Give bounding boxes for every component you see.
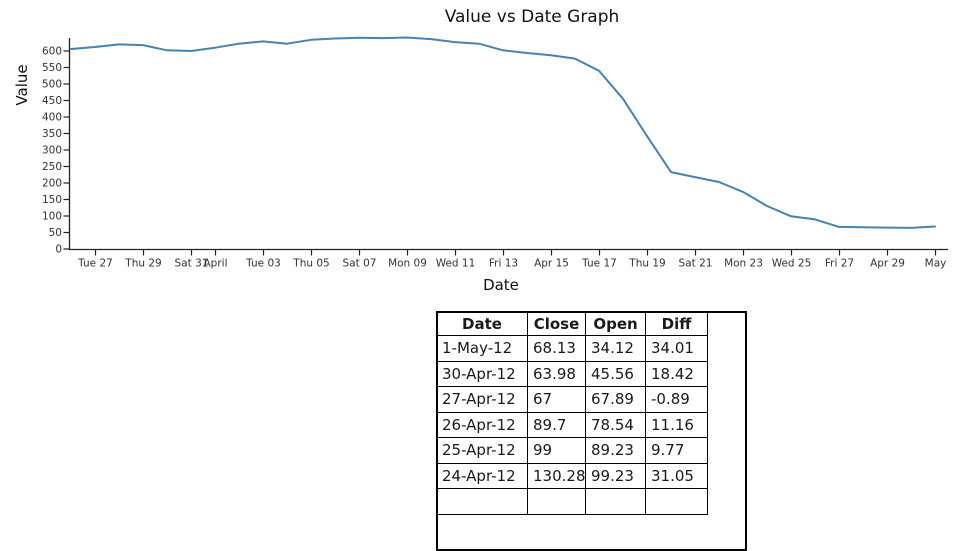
x-tick-label: Sat 07 <box>343 258 377 270</box>
table-cell: 89.23 <box>585 437 646 464</box>
table-row: 25-Apr-12 99 89.23 9.77 <box>436 437 708 464</box>
y-tick-label: 50 <box>49 227 62 239</box>
table-cell: -0.89 <box>645 386 708 413</box>
x-tick-label: Fri 27 <box>825 258 854 270</box>
table-cell: 99.23 <box>585 462 646 489</box>
y-tick-label: 0 <box>55 244 62 256</box>
table-cell: 11.16 <box>645 411 708 438</box>
table-cell <box>585 488 646 515</box>
x-tick-label: Apr 15 <box>534 258 569 270</box>
x-tick-label: Thu 19 <box>628 258 665 270</box>
table-cell: 99 <box>527 437 586 464</box>
x-tick-label: Wed 11 <box>436 258 476 270</box>
column-header: Close <box>527 311 586 336</box>
table-row: 27-Apr-12 67 67.89 -0.89 <box>436 386 708 413</box>
y-tick-label: 250 <box>42 161 62 173</box>
table-body: 1-May-12 68.13 34.12 34.01 30-Apr-12 63.98 45.… <box>436 335 708 515</box>
table-cell: 34.12 <box>585 335 646 362</box>
x-tick-label: Apr 29 <box>870 258 905 270</box>
table-cell: 67 <box>527 386 586 413</box>
table-header: Date Close Open Diff <box>436 311 708 336</box>
column-header: Diff <box>645 311 708 336</box>
table-cell: 30-Apr-12 <box>436 360 528 387</box>
table-row-clipped <box>436 488 708 515</box>
x-tick-label: Mon 09 <box>388 258 427 270</box>
table-cell: 27-Apr-12 <box>436 386 528 413</box>
table-cell: 24-Apr-12 <box>436 462 528 489</box>
x-tick-label: Fri 13 <box>489 258 518 270</box>
x-tick-label: Tue 27 <box>77 258 113 270</box>
table-cell: 9.77 <box>645 437 708 464</box>
axis-lines <box>68 38 948 251</box>
data-table: Date Close Open Diff 1-May-12 68.13 34.12 34.0… <box>436 311 708 515</box>
table-row: 1-May-12 68.13 34.12 34.01 <box>436 335 708 362</box>
table-row: 30-Apr-12 63.98 45.56 18.42 <box>436 360 708 387</box>
table-cell: 89.7 <box>527 411 586 438</box>
table-row: 26-Apr-12 89.7 78.54 11.16 <box>436 411 708 438</box>
table-row: 24-Apr-12 130.28 99.23 31.05 <box>436 462 708 489</box>
y-tick-label: 350 <box>42 128 62 140</box>
y-tick-label: 500 <box>42 79 62 91</box>
table-cell: 45.56 <box>585 360 646 387</box>
table-cell: 130.28 <box>527 462 586 489</box>
x-axis-label: Date <box>483 276 519 294</box>
y-tick-label: 200 <box>42 178 62 190</box>
value-vs-date-line-chart: Value vs Date Graph Value Date 0 50 100 150… <box>13 7 948 294</box>
column-header: Open <box>585 311 646 336</box>
x-tick-label: May <box>925 258 947 270</box>
y-axis-ticks: 0 50 100 150 200 250 300 350 400 450 500 550 600 <box>42 46 70 256</box>
column-header: Date <box>436 311 528 336</box>
y-tick-label: 450 <box>42 95 62 107</box>
x-tick-label: Tue 17 <box>581 258 617 270</box>
x-tick-label: Thu 29 <box>124 258 161 270</box>
table-cell: 31.05 <box>645 462 708 489</box>
table-cell: 18.42 <box>645 360 708 387</box>
x-tick-label: Mon 23 <box>724 258 763 270</box>
table-cell: 25-Apr-12 <box>436 437 528 464</box>
table-container: Date Close Open Diff 1-May-12 68.13 34.12 34.0… <box>436 311 747 551</box>
table-cell: 26-Apr-12 <box>436 411 528 438</box>
y-tick-label: 600 <box>42 46 62 58</box>
y-tick-label: 100 <box>42 211 62 223</box>
x-tick-label: Sat 31 <box>175 258 209 270</box>
table-cell: 63.98 <box>527 360 586 387</box>
x-tick-label: Tue 03 <box>245 258 281 270</box>
y-tick-label: 550 <box>42 62 62 74</box>
close-value-series-line <box>70 36 936 229</box>
table-cell: 34.01 <box>645 335 708 362</box>
x-tick-label: April <box>204 258 228 270</box>
table-cell: 67.89 <box>585 386 646 413</box>
page: { "chart_data": { "type": "line", "title… <box>13 7 948 551</box>
table-header-row: Date Close Open Diff <box>436 311 708 336</box>
table-cell <box>436 488 528 515</box>
chart-title: Value vs Date Graph <box>445 7 620 27</box>
table-cell <box>645 488 708 515</box>
table-cell: 1-May-12 <box>436 335 528 362</box>
x-tick-label: Thu 05 <box>292 258 329 270</box>
y-tick-label: 150 <box>42 194 62 206</box>
x-tick-label: Sat 21 <box>679 258 713 270</box>
table-cell <box>527 488 586 515</box>
y-tick-label: 400 <box>42 112 62 124</box>
y-axis-label: Value <box>13 64 31 105</box>
table-cell: 68.13 <box>527 335 586 362</box>
x-tick-label: Wed 25 <box>772 258 812 270</box>
y-tick-label: 300 <box>42 145 62 157</box>
table-cell: 78.54 <box>585 411 646 438</box>
